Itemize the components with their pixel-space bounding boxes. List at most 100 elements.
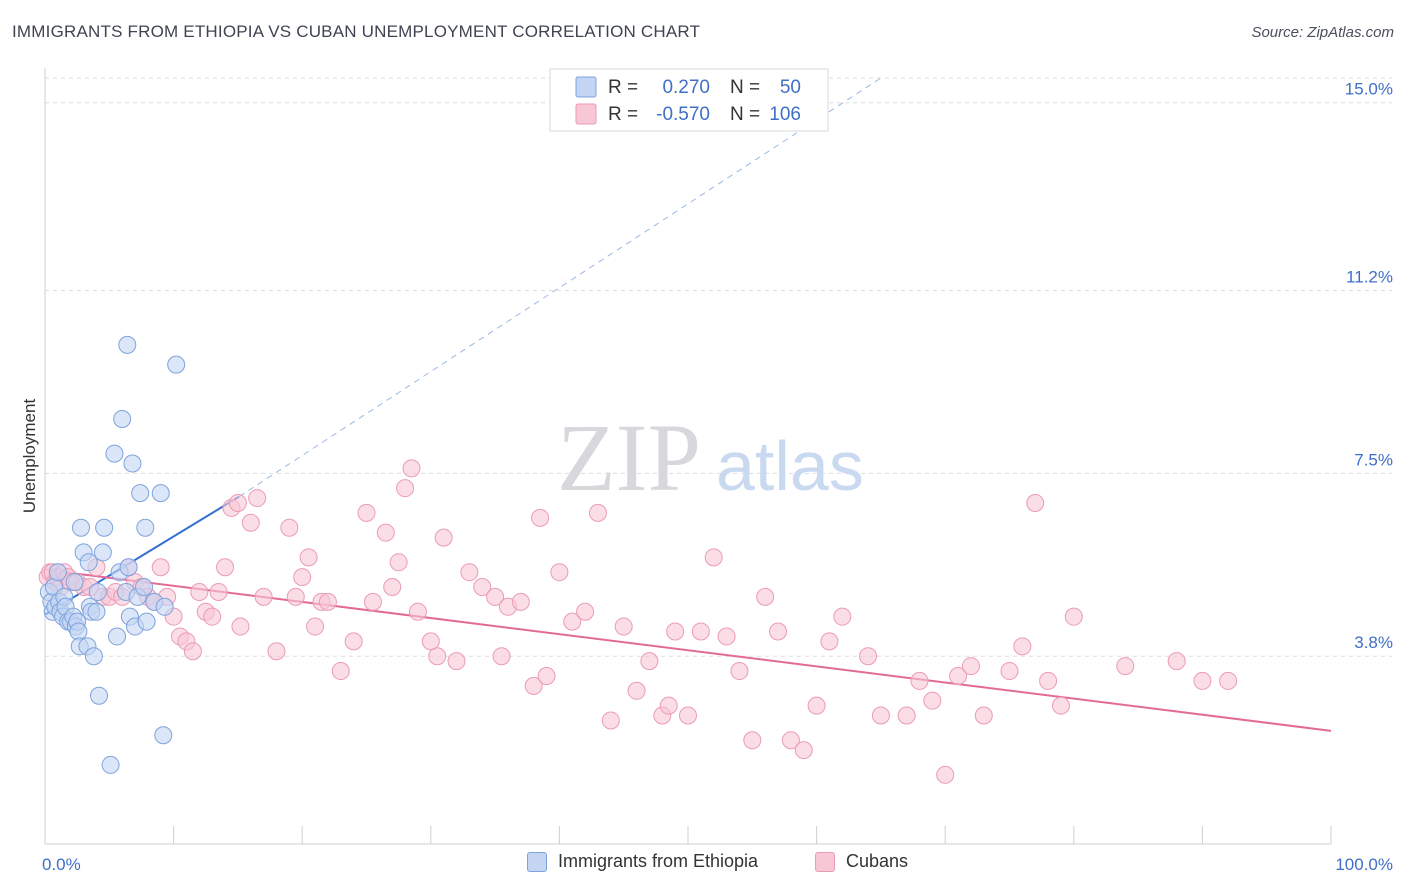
point-cubans [1193, 671, 1212, 690]
point-cubans [203, 607, 222, 626]
series-legend: Immigrants from Ethiopia Cubans [0, 851, 1406, 879]
point-cubans [923, 691, 942, 710]
point-cubans [421, 632, 440, 651]
point-cubans [769, 622, 788, 641]
point-cubans [267, 642, 286, 661]
point-cubans [1013, 637, 1032, 656]
point-cubans [859, 647, 878, 666]
point-ethiopia [79, 553, 98, 572]
point-ethiopia [108, 627, 127, 646]
point-cubans [1000, 662, 1019, 681]
point-ethiopia [167, 355, 186, 374]
point-cubans [344, 632, 363, 651]
point-cubans [531, 508, 550, 527]
point-cubans [511, 592, 530, 611]
point-cubans [563, 612, 582, 631]
point-cubans [910, 671, 929, 690]
trend-extension-ethiopia [238, 77, 882, 498]
y-tick-label: 3.8% [1354, 633, 1393, 652]
point-cubans [537, 666, 556, 685]
legend-swatch-pink [575, 103, 597, 125]
point-cubans [473, 578, 492, 597]
point-ethiopia [123, 454, 142, 473]
y-tick-label: 7.5% [1354, 450, 1393, 469]
point-cubans [781, 731, 800, 750]
point-ethiopia [90, 686, 109, 705]
point-cubans [231, 617, 250, 636]
legend-item-cubans[interactable]: Cubans [815, 851, 908, 872]
trend-line-ethiopia [44, 495, 240, 616]
point-cubans [1219, 671, 1238, 690]
point-cubans [974, 706, 993, 725]
point-cubans [627, 681, 646, 700]
point-cubans [961, 657, 980, 676]
point-cubans [228, 494, 247, 513]
point-ethiopia [119, 558, 138, 577]
point-ethiopia [95, 518, 114, 537]
point-ethiopia [131, 484, 150, 503]
point-cubans [871, 706, 890, 725]
point-cubans [936, 765, 955, 784]
point-cubans [691, 622, 710, 641]
point-cubans [833, 607, 852, 626]
point-cubans [730, 662, 749, 681]
legend-n-value: 106 [769, 104, 801, 125]
point-cubans [241, 513, 260, 532]
point-cubans [492, 647, 511, 666]
point-ethiopia [65, 573, 84, 592]
point-cubans [299, 548, 318, 567]
y-axis-label: Unemployment [20, 399, 39, 514]
legend-r-value: -0.570 [656, 104, 710, 125]
point-cubans [428, 647, 447, 666]
x-tick-label: 100.0% [1335, 855, 1393, 874]
legend-label-ethiopia: Immigrants from Ethiopia [558, 851, 759, 871]
gridlines [45, 77, 1392, 657]
point-cubans [376, 523, 395, 542]
point-ethiopia [155, 597, 174, 616]
point-cubans [151, 558, 170, 577]
point-ethiopia [136, 518, 155, 537]
point-ethiopia [137, 612, 156, 631]
point-ethiopia [154, 726, 173, 745]
point-cubans [588, 503, 607, 522]
point-cubans [743, 731, 762, 750]
watermark-zip: ZIP [557, 404, 701, 511]
point-cubans [293, 568, 312, 587]
point-cubans [447, 652, 466, 671]
legend-r-label: R = [608, 77, 638, 98]
point-ethiopia [88, 582, 107, 601]
point-ethiopia [72, 518, 91, 537]
point-cubans [1116, 657, 1135, 676]
legend-swatch-blue [575, 76, 597, 98]
legend-n-label: N = [730, 104, 760, 125]
legend-r-label: R = [608, 104, 638, 125]
point-cubans [679, 706, 697, 725]
point-cubans [614, 617, 633, 636]
point-cubans [820, 632, 839, 651]
point-ethiopia [48, 563, 67, 582]
point-cubans [756, 587, 775, 606]
point-cubans [601, 711, 620, 730]
point-ethiopia [93, 543, 112, 562]
chart-title: IMMIGRANTS FROM ETHIOPIA VS CUBAN UNEMPL… [12, 22, 701, 41]
legend-item-ethiopia[interactable]: Immigrants from Ethiopia [527, 851, 758, 872]
point-cubans [897, 706, 916, 725]
point-cubans [306, 617, 325, 636]
point-cubans [486, 587, 505, 606]
point-cubans [1051, 696, 1070, 715]
point-cubans [396, 479, 415, 498]
point-cubans [524, 676, 543, 695]
point-cubans [331, 662, 350, 681]
point-cubans [1167, 652, 1186, 671]
point-cubans [717, 627, 736, 646]
point-ethiopia [87, 602, 106, 621]
point-ethiopia [151, 484, 170, 503]
point-cubans [1026, 494, 1045, 513]
x-tick-label: 0.0% [42, 855, 81, 874]
point-cubans [389, 553, 408, 572]
point-cubans [949, 666, 968, 685]
point-ethiopia [84, 647, 103, 666]
point-cubans [807, 696, 826, 715]
point-cubans [216, 558, 235, 577]
